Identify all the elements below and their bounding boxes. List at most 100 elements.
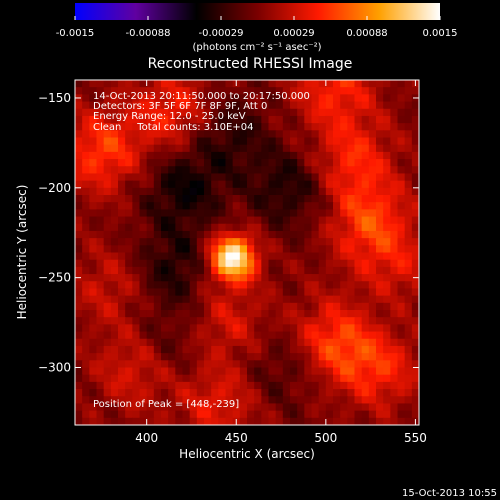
heatmap-cell — [175, 108, 184, 117]
heatmap-cell — [275, 209, 284, 218]
heatmap-cell — [340, 317, 348, 325]
heatmap-cell — [376, 137, 384, 146]
heatmap-cell — [376, 108, 384, 117]
heatmap-cell — [218, 302, 227, 311]
heatmap-cell — [325, 151, 334, 160]
heatmap-cell — [354, 295, 363, 304]
heatmap-cell — [89, 266, 98, 275]
heatmap-cell — [161, 353, 169, 361]
heatmap-cell — [239, 245, 248, 254]
heatmap-cell — [247, 374, 255, 383]
heatmap-cell — [182, 252, 191, 261]
heatmap-cell — [225, 353, 234, 361]
heatmap-cell — [254, 353, 262, 361]
heatmap-cell — [254, 123, 262, 131]
heatmap-cell — [361, 410, 370, 419]
heatmap-cell — [325, 195, 334, 203]
heatmap-cell — [390, 101, 399, 110]
heatmap-cell — [132, 338, 141, 347]
heatmap-cell — [196, 115, 205, 124]
heatmap-cell — [225, 108, 234, 117]
heatmap-cell — [204, 331, 212, 340]
heatmap-cell — [297, 123, 305, 131]
heatmap-cell — [368, 324, 377, 333]
heatmap-cell — [239, 209, 248, 218]
heatmap-cell — [182, 209, 191, 218]
heatmap-cell — [175, 389, 184, 397]
heatmap-cell — [182, 295, 191, 304]
annotation-clean: Clean Total counts: 3.10E+04 — [93, 122, 253, 133]
heatmap-cell — [354, 195, 363, 203]
heatmap-cell — [290, 123, 298, 131]
heatmap-cell — [383, 288, 391, 297]
heatmap-cell — [182, 281, 191, 290]
heatmap-cell — [376, 302, 384, 311]
heatmap-cell — [325, 144, 334, 153]
heatmap-cell — [125, 195, 133, 203]
heatmap-cell — [218, 345, 227, 354]
heatmap-cell — [261, 151, 270, 160]
heatmap-cell — [325, 87, 334, 95]
heatmap-cell — [290, 209, 298, 218]
heatmap-cell — [196, 123, 205, 131]
heatmap-cell — [175, 94, 184, 103]
heatmap-cell — [82, 108, 90, 117]
heatmap-cell — [139, 353, 148, 361]
heatmap-cell — [340, 266, 348, 275]
heatmap-cell — [290, 331, 298, 340]
heatmap-cell — [239, 353, 248, 361]
heatmap-cell — [82, 80, 90, 88]
heatmap-cell — [268, 87, 277, 95]
heatmap-cell — [247, 108, 255, 117]
heatmap-cell — [239, 266, 248, 275]
heatmap-cell — [368, 338, 377, 347]
colorbar-tick-label: 0.0015 — [423, 28, 458, 39]
heatmap-cell — [239, 389, 248, 397]
heatmap-cell — [376, 94, 384, 103]
heatmap-cell — [361, 360, 370, 369]
heatmap-cell — [196, 101, 205, 110]
heatmap-cell — [318, 94, 327, 103]
heatmap-cell — [304, 216, 313, 225]
heatmap-cell — [311, 295, 320, 304]
heatmap-cell — [146, 80, 155, 88]
heatmap-cell — [282, 345, 291, 354]
heatmap-cell — [82, 115, 90, 124]
heatmap-cell — [361, 302, 370, 311]
heatmap-cell — [333, 94, 341, 103]
heatmap-cell — [168, 410, 176, 419]
heatmap-cell — [239, 87, 248, 95]
heatmap-cell — [239, 238, 248, 246]
heatmap-cell — [404, 331, 413, 340]
heatmap-cell — [218, 338, 227, 347]
heatmap-cell — [354, 245, 363, 254]
heatmap-cell — [261, 94, 270, 103]
heatmap-cell — [333, 266, 341, 275]
heatmap-cell — [297, 108, 305, 117]
heatmap-cell — [282, 166, 291, 175]
heatmap-cell — [325, 216, 334, 225]
heatmap-cell — [354, 216, 363, 225]
heatmap-cell — [383, 216, 391, 225]
heatmap-cell — [139, 345, 148, 354]
heatmap-cell — [175, 302, 184, 311]
heatmap-cell — [211, 209, 219, 218]
heatmap-cell — [383, 173, 391, 182]
heatmap-cell — [354, 230, 363, 239]
heatmap-cell — [82, 288, 90, 297]
heatmap-cell — [333, 317, 341, 325]
heatmap-cell — [318, 310, 327, 318]
heatmap-cell — [132, 151, 141, 160]
heatmap-cell — [196, 288, 205, 297]
heatmap-cell — [247, 166, 255, 175]
heatmap-cell — [153, 187, 162, 196]
heatmap-cell — [361, 151, 370, 160]
heatmap-cell — [311, 123, 320, 131]
heatmap-cell — [146, 151, 155, 160]
heatmap-cell — [404, 137, 413, 146]
x-axis-label: Heliocentric X (arcsec) — [179, 447, 315, 461]
heatmap-cell — [161, 151, 169, 160]
heatmap-cell — [239, 80, 248, 88]
heatmap-cell — [168, 166, 176, 175]
heatmap-cell — [275, 202, 284, 210]
